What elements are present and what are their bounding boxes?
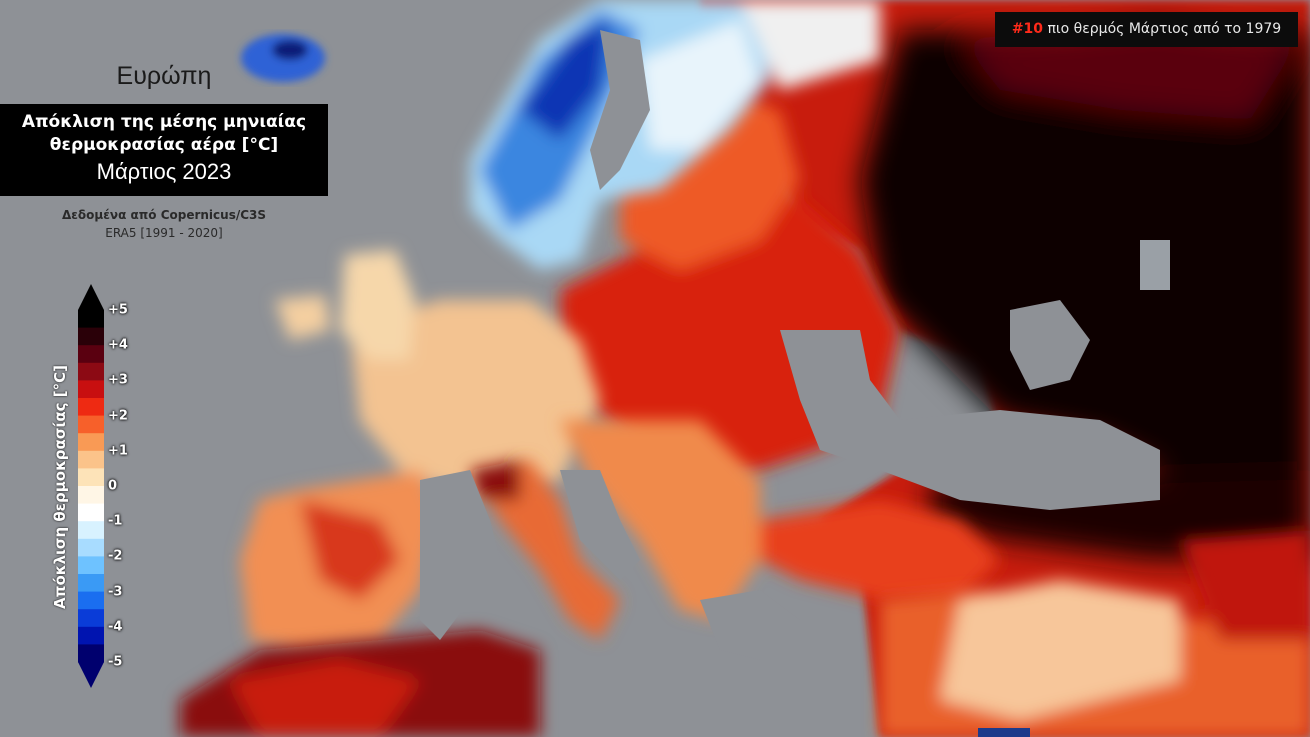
legend-band	[78, 345, 104, 364]
legend-tick-label: -5	[108, 654, 123, 670]
rank-badge: #10 πιο θερμός Μάρτιος από το 1979	[995, 12, 1298, 47]
legend-tick-label: +1	[108, 443, 128, 459]
legend-band	[78, 310, 104, 329]
legend-band	[78, 486, 104, 505]
southern-europe	[470, 420, 1000, 640]
legend-band	[78, 433, 104, 452]
legend-top-arrow	[78, 284, 104, 310]
iceland	[241, 34, 325, 82]
legend-colorbar	[78, 284, 104, 688]
legend-band	[78, 503, 104, 522]
source-line-2: ERA5 [1991 - 2020]	[105, 226, 223, 240]
western-europe	[240, 250, 600, 650]
legend-band	[78, 468, 104, 487]
legend-tick-label: -4	[108, 619, 123, 635]
north-africa	[180, 530, 1310, 737]
rank-number: #10	[1011, 21, 1044, 37]
legend-band	[78, 327, 104, 346]
legend-band	[78, 450, 104, 469]
title-box: Απόκλιση της μέσης μηνιαίας θερμοκρασίας…	[0, 104, 328, 196]
legend-band	[78, 574, 104, 593]
rank-text: πιο θερμός Μάρτιος από το 1979	[1043, 21, 1282, 37]
source-line-1: Δεδομένα από Copernicus/C3S	[61, 208, 267, 222]
legend-tick-label: +2	[108, 408, 128, 424]
legend-title: Απόκλιση θερμοκρασίας [°C]	[51, 365, 69, 609]
title-line-1: Απόκλιση της μέσης μηνιαίας	[21, 112, 307, 132]
legend-tick-label: +4	[108, 337, 128, 353]
legend-band	[78, 521, 104, 540]
legend-band	[78, 556, 104, 575]
title-line-2: θερμοκρασίας αέρα [°C]	[49, 135, 279, 155]
legend-tick-label: +5	[108, 302, 128, 318]
eu-logo	[978, 728, 1030, 737]
legend-band	[78, 398, 104, 417]
legend-tick-label: 0	[108, 478, 118, 494]
legend-band	[78, 415, 104, 434]
region-title: Ευρώπη	[116, 62, 212, 90]
legend-tick-label: -2	[108, 548, 123, 564]
title-line-3: Μάρτιος 2023	[96, 159, 232, 184]
legend-band	[78, 644, 104, 663]
legend-tick-label: -3	[108, 584, 123, 600]
legend-band	[78, 626, 104, 645]
legend-band	[78, 609, 104, 628]
legend-band	[78, 380, 104, 399]
legend-bottom-arrow	[78, 662, 104, 688]
legend-band	[78, 362, 104, 381]
legend-tick-label: -1	[108, 513, 123, 529]
seas	[420, 30, 1170, 660]
legend-band	[78, 538, 104, 557]
legend-tick-label: +3	[108, 372, 128, 388]
legend-band	[78, 591, 104, 610]
